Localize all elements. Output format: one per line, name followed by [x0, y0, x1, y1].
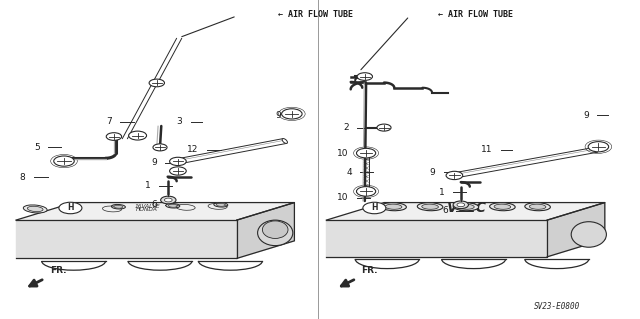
Circle shape	[164, 198, 172, 202]
Ellipse shape	[453, 203, 479, 211]
Text: 10: 10	[337, 193, 349, 202]
Text: 2: 2	[343, 123, 349, 132]
Circle shape	[170, 167, 186, 175]
Ellipse shape	[175, 159, 180, 164]
Text: 6: 6	[151, 200, 157, 209]
Text: HONDA: HONDA	[136, 207, 158, 212]
Ellipse shape	[385, 204, 402, 209]
Ellipse shape	[422, 204, 438, 209]
Text: 9: 9	[151, 158, 157, 167]
Text: 12: 12	[187, 145, 198, 154]
Ellipse shape	[216, 203, 225, 206]
Text: 16VALVE: 16VALVE	[134, 204, 160, 209]
Text: FR.: FR.	[50, 266, 67, 275]
Ellipse shape	[28, 206, 43, 211]
Polygon shape	[237, 203, 294, 258]
Ellipse shape	[572, 222, 607, 247]
Text: H: H	[371, 204, 378, 212]
Text: 1: 1	[439, 188, 445, 197]
Ellipse shape	[214, 203, 228, 207]
Ellipse shape	[525, 203, 550, 211]
Polygon shape	[547, 203, 605, 257]
Text: 9: 9	[429, 168, 435, 177]
Ellipse shape	[282, 138, 287, 144]
Circle shape	[357, 73, 372, 80]
Circle shape	[377, 124, 391, 131]
Ellipse shape	[114, 205, 123, 208]
Ellipse shape	[494, 204, 511, 209]
Text: H: H	[67, 204, 74, 212]
Text: VTEC: VTEC	[447, 201, 487, 215]
Ellipse shape	[593, 147, 598, 152]
Text: 9: 9	[583, 111, 589, 120]
Text: ← AIR FLOW TUBE: ← AIR FLOW TUBE	[438, 10, 513, 19]
Ellipse shape	[452, 173, 457, 178]
Text: 6: 6	[442, 206, 448, 215]
Text: ← AIR FLOW TUBE: ← AIR FLOW TUBE	[278, 10, 353, 19]
Ellipse shape	[168, 204, 177, 207]
Circle shape	[453, 201, 468, 209]
Circle shape	[161, 196, 176, 204]
Circle shape	[588, 142, 609, 152]
Text: 3: 3	[177, 117, 182, 126]
Circle shape	[149, 79, 164, 87]
Circle shape	[153, 144, 167, 151]
Text: 8: 8	[20, 173, 26, 182]
Circle shape	[282, 109, 302, 119]
Circle shape	[129, 131, 147, 140]
Polygon shape	[326, 220, 547, 257]
Polygon shape	[326, 203, 605, 220]
Circle shape	[457, 203, 465, 207]
Circle shape	[356, 148, 376, 158]
Text: 4: 4	[346, 168, 352, 177]
Ellipse shape	[166, 204, 180, 208]
Ellipse shape	[381, 203, 406, 211]
Circle shape	[446, 171, 463, 180]
Circle shape	[106, 133, 122, 140]
Text: FR.: FR.	[362, 266, 378, 275]
Text: 10: 10	[337, 149, 349, 158]
Circle shape	[356, 187, 376, 196]
Circle shape	[363, 202, 386, 214]
Text: 1: 1	[145, 181, 150, 190]
Ellipse shape	[111, 204, 125, 209]
Text: SV23-E0800: SV23-E0800	[534, 302, 580, 311]
Ellipse shape	[529, 204, 546, 209]
Text: 5: 5	[34, 143, 40, 152]
Polygon shape	[16, 220, 237, 258]
Ellipse shape	[257, 220, 293, 246]
Ellipse shape	[23, 205, 47, 213]
Text: 11: 11	[481, 145, 493, 154]
Circle shape	[59, 202, 82, 214]
Ellipse shape	[458, 204, 474, 209]
Ellipse shape	[262, 221, 288, 238]
Ellipse shape	[417, 203, 443, 211]
Ellipse shape	[490, 203, 515, 211]
Text: 9: 9	[276, 111, 282, 120]
Circle shape	[170, 157, 186, 166]
Polygon shape	[16, 203, 294, 220]
Circle shape	[54, 156, 74, 166]
Text: 7: 7	[106, 117, 112, 126]
